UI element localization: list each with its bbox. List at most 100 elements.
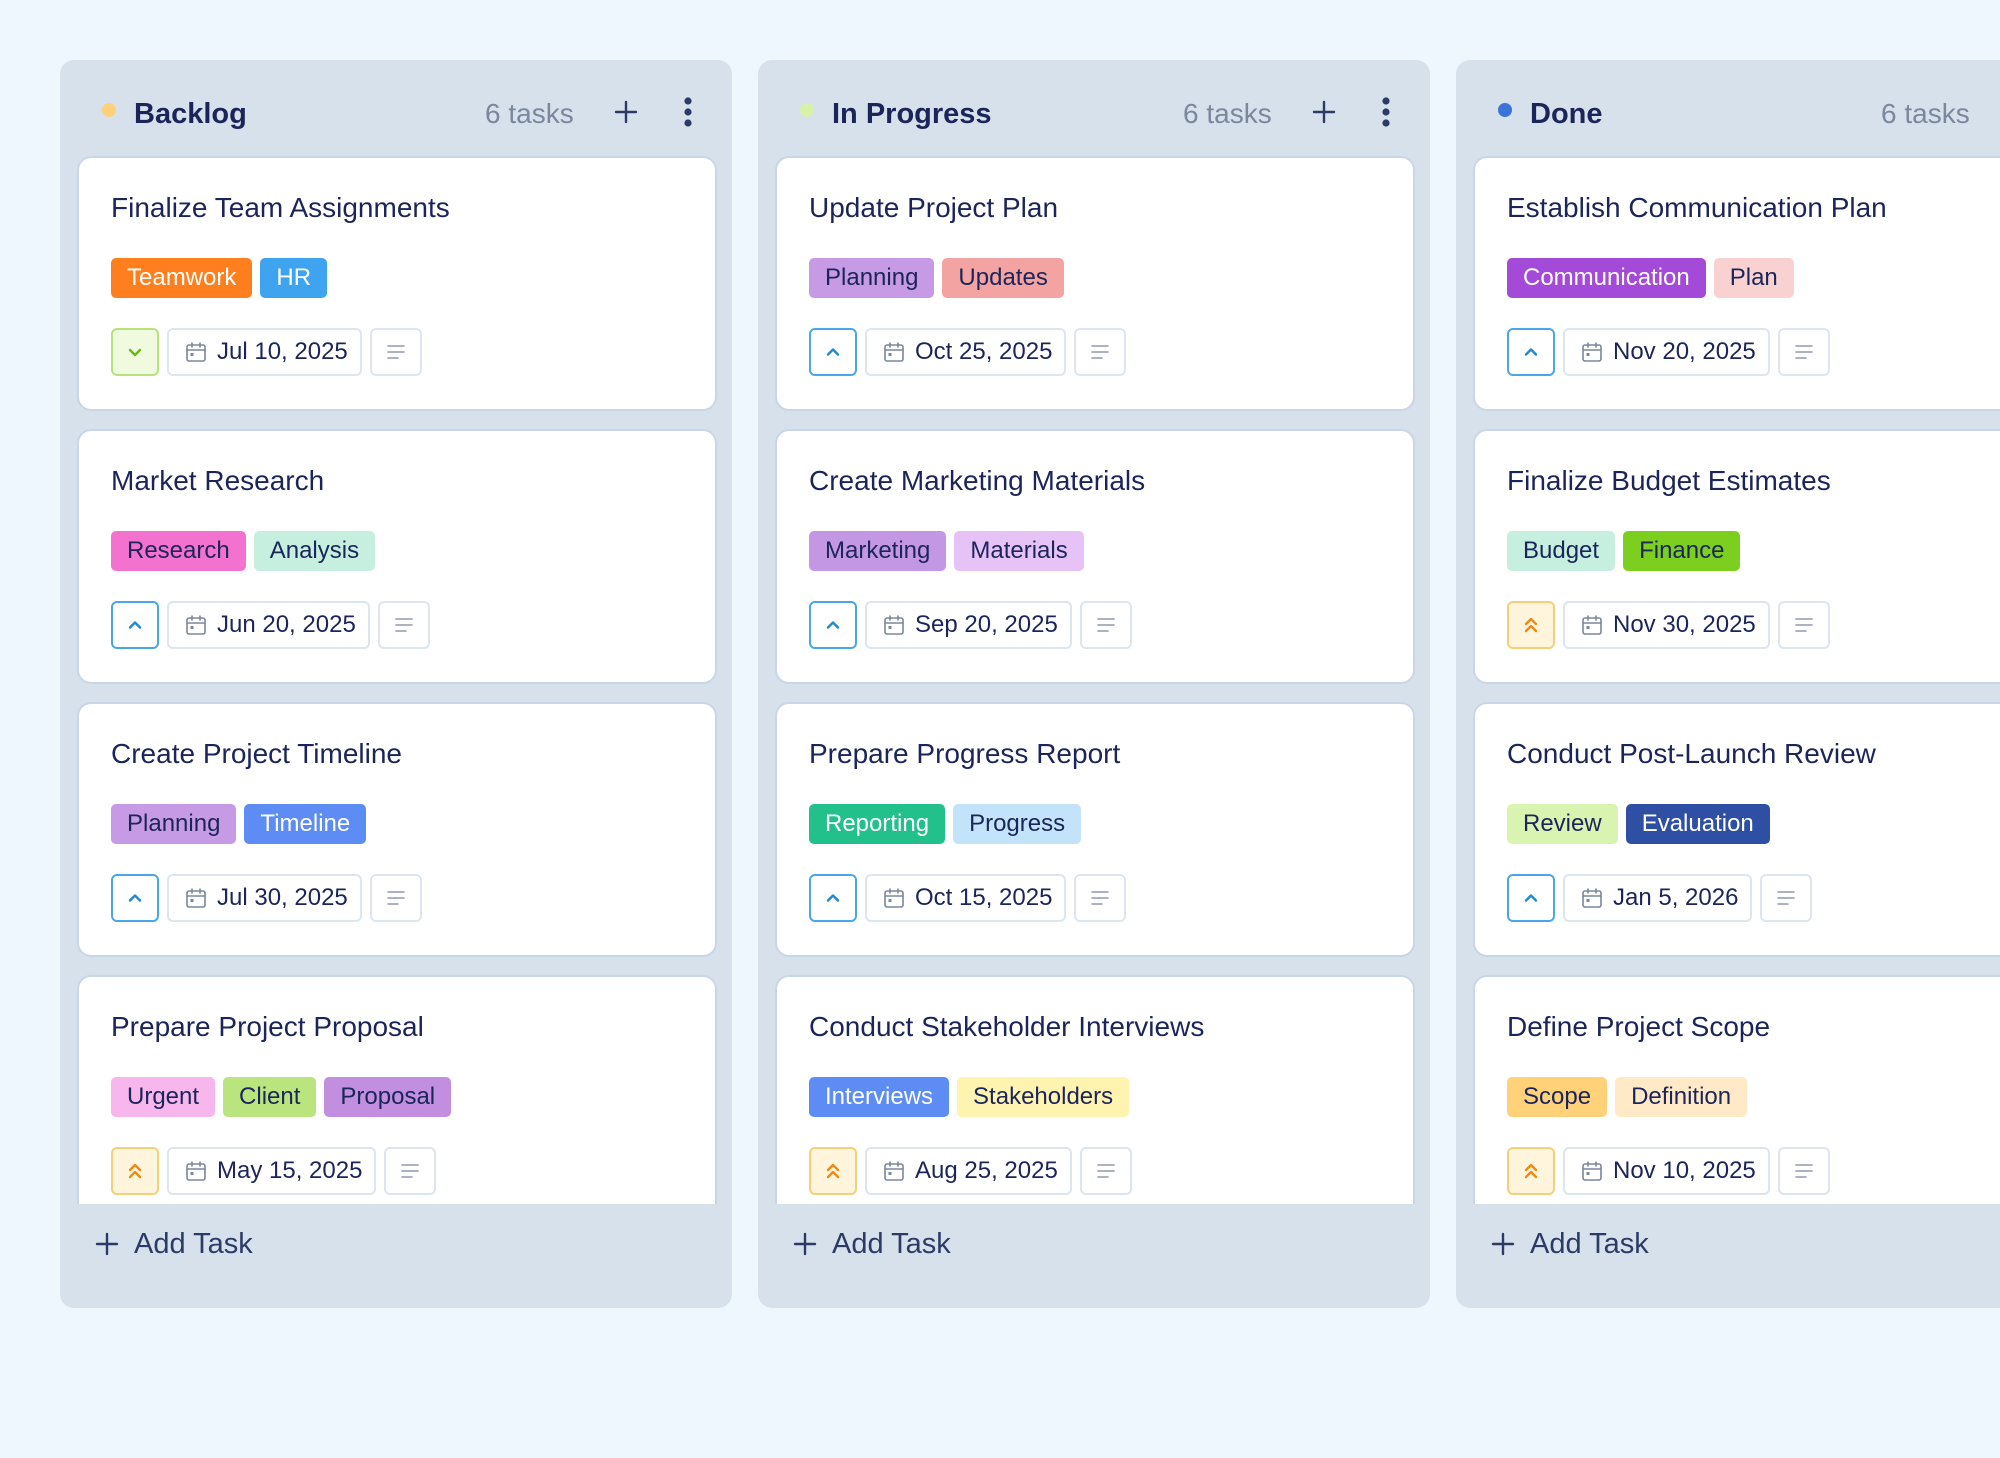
task-title: Define Project Scope [1507, 1011, 1771, 1042]
priority-button[interactable] [111, 601, 159, 649]
column-menu-button[interactable] [666, 92, 710, 136]
priority-button[interactable] [809, 328, 857, 376]
priority-button[interactable] [809, 874, 857, 922]
description-button[interactable] [1760, 874, 1813, 922]
description-button[interactable] [1074, 874, 1127, 922]
due-date-button[interactable]: May 15, 2025 [167, 1147, 377, 1195]
description-button[interactable] [377, 601, 430, 649]
task-card[interactable]: Finalize Team Assignments Teamwork HR Jul 1… [77, 156, 717, 411]
priority-high-icon [1521, 614, 1541, 636]
task-title: Update Project Plan [809, 192, 1059, 223]
priority-button[interactable] [111, 328, 159, 376]
card-meta: Jun 20, 2025 [111, 601, 430, 649]
priority-button[interactable] [1507, 601, 1555, 649]
task-card[interactable]: Prepare Project Proposal Urgent Client Prop… [77, 975, 717, 1204]
column-title: In Progress [832, 98, 992, 130]
priority-high-icon [1521, 1160, 1541, 1182]
more-vertical-icon [1381, 96, 1391, 132]
description-button[interactable] [1079, 601, 1132, 649]
add-task-label: Add Task [832, 1227, 951, 1260]
calendar-icon [185, 341, 207, 363]
priority-button[interactable] [111, 874, 159, 922]
task-card[interactable]: Establish Communication Plan Communicatio… [1473, 156, 2000, 411]
column-task-count: 6 tasks [1183, 98, 1272, 129]
description-button[interactable] [1777, 328, 1830, 376]
tag: Plan [1713, 258, 1794, 298]
notes-icon [1089, 343, 1111, 361]
tag-list: Interviews Stakeholders [809, 1077, 1130, 1117]
column-header: In Progress 6 tasks [758, 60, 1430, 156]
task-card[interactable]: Define Project Scope Scope Definition Nov 1… [1473, 975, 2000, 1204]
task-card[interactable]: Conduct Post-Launch Review Review Evaluati… [1473, 702, 2000, 957]
calendar-icon [1581, 341, 1603, 363]
add-card-button[interactable] [604, 92, 648, 136]
tag-list: Reporting Progress [809, 804, 1082, 844]
add-task-button[interactable]: Add Task [792, 1204, 951, 1284]
description-button[interactable] [384, 1147, 437, 1195]
description-button[interactable] [1777, 601, 1830, 649]
task-card[interactable]: Prepare Progress Report Reporting Progress… [775, 702, 1415, 957]
card-list: Update Project Plan Planning Updates Oct 25… [775, 156, 1415, 1204]
description-button[interactable] [369, 874, 422, 922]
task-title: Establish Communication Plan [1507, 192, 1887, 223]
due-date-text: Jul 10, 2025 [217, 338, 348, 365]
priority-medium-icon [125, 615, 145, 635]
notes-icon [1793, 343, 1815, 361]
due-date-text: Oct 25, 2025 [915, 338, 1053, 365]
add-card-button[interactable] [1302, 92, 1346, 136]
card-meta: Nov 10, 2025 [1507, 1147, 1830, 1195]
due-date-button[interactable]: Nov 20, 2025 [1563, 328, 1770, 376]
column-title: Backlog [134, 98, 247, 130]
tag-list: Budget Finance [1507, 531, 1741, 571]
description-button[interactable] [1074, 328, 1127, 376]
tag: Progress [953, 804, 1082, 844]
priority-button[interactable] [111, 1147, 159, 1195]
priority-button[interactable] [809, 601, 857, 649]
tag: Client [223, 1077, 317, 1117]
calendar-icon [883, 614, 905, 636]
card-meta: Jan 5, 2026 [1507, 874, 1813, 922]
due-date-button[interactable]: Nov 10, 2025 [1563, 1147, 1770, 1195]
task-card[interactable]: Market Research Research Analysis Jun 20, 2… [77, 429, 717, 684]
due-date-button[interactable]: Jul 10, 2025 [167, 328, 362, 376]
due-date-button[interactable]: Aug 25, 2025 [865, 1147, 1072, 1195]
task-card[interactable]: Create Marketing Materials Marketing Mater… [775, 429, 1415, 684]
column-status-dot [102, 103, 116, 117]
task-title: Create Marketing Materials [809, 465, 1146, 496]
priority-button[interactable] [1507, 874, 1555, 922]
tag-list: Teamwork HR [111, 258, 328, 298]
priority-button[interactable] [1507, 1147, 1555, 1195]
priority-medium-icon [1521, 888, 1541, 908]
column-backlog: Backlog 6 tasks Finalize Team Assignments T… [60, 60, 732, 1308]
priority-button[interactable] [1507, 328, 1555, 376]
task-card[interactable]: Conduct Stakeholder Interviews Interviews… [775, 975, 1415, 1204]
due-date-button[interactable]: Jan 5, 2026 [1563, 874, 1753, 922]
tag: Materials [954, 531, 1084, 571]
notes-icon [1089, 889, 1111, 907]
description-button[interactable] [1777, 1147, 1830, 1195]
column-menu-button[interactable] [1364, 92, 1408, 136]
task-card[interactable]: Finalize Budget Estimates Budget Finance No… [1473, 429, 2000, 684]
description-button[interactable] [1079, 1147, 1132, 1195]
tag: Analysis [253, 531, 376, 571]
due-date-button[interactable]: Jul 30, 2025 [167, 874, 362, 922]
due-date-button[interactable]: Oct 15, 2025 [865, 874, 1067, 922]
description-button[interactable] [369, 328, 422, 376]
kanban-board: Backlog 6 tasks Finalize Team Assignments T… [60, 60, 2000, 1310]
tag: Review [1507, 804, 1618, 844]
priority-button[interactable] [809, 1147, 857, 1195]
add-task-button[interactable]: Add Task [1490, 1204, 1649, 1284]
due-date-button[interactable]: Jun 20, 2025 [167, 601, 370, 649]
due-date-button[interactable]: Nov 30, 2025 [1563, 601, 1770, 649]
calendar-icon [185, 887, 207, 909]
more-vertical-icon [683, 96, 693, 132]
task-card[interactable]: Create Project Timeline Planning Timeline J… [77, 702, 717, 957]
calendar-icon [883, 1160, 905, 1182]
card-meta: Aug 25, 2025 [809, 1147, 1132, 1195]
card-meta: Nov 20, 2025 [1507, 328, 1830, 376]
due-date-button[interactable]: Sep 20, 2025 [865, 601, 1072, 649]
add-task-button[interactable]: Add Task [94, 1204, 253, 1284]
task-card[interactable]: Update Project Plan Planning Updates Oct 25… [775, 156, 1415, 411]
due-date-button[interactable]: Oct 25, 2025 [865, 328, 1067, 376]
tag: Urgent [111, 1077, 216, 1117]
